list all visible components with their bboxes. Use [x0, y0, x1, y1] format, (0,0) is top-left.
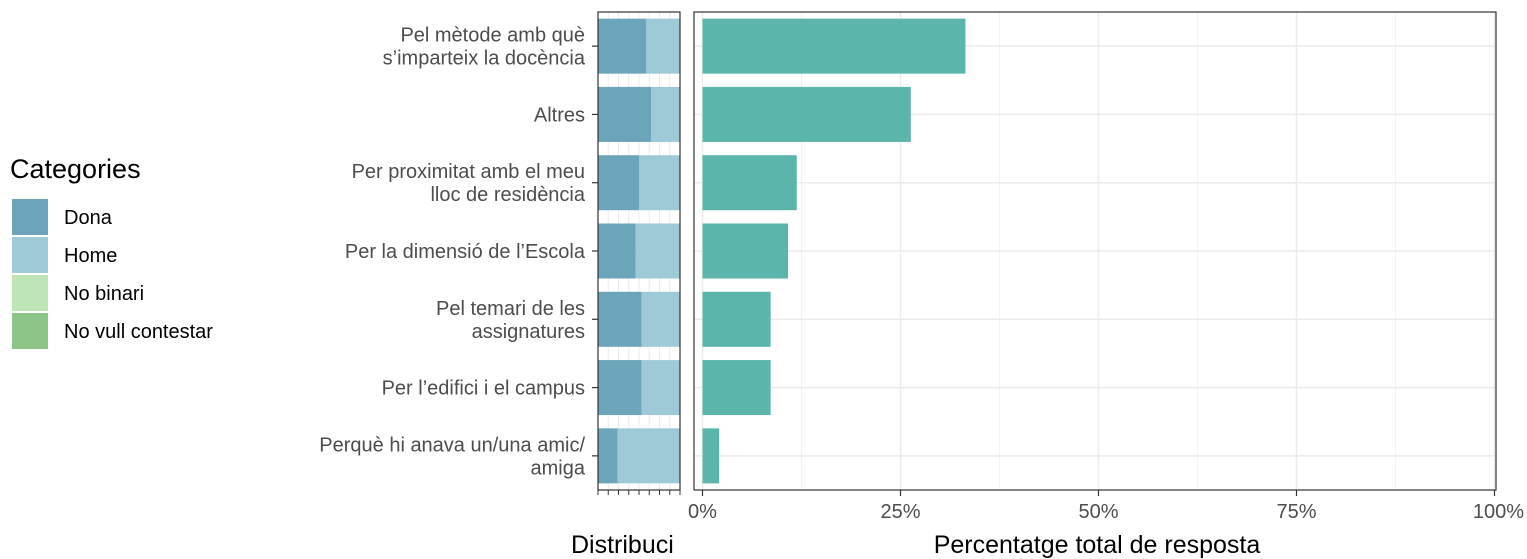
legend-item-label: Home	[64, 245, 117, 267]
total-x-tick-label: 75%	[1276, 501, 1316, 523]
category-label: Per la dimensió de l’Escola	[345, 241, 586, 263]
category-label: assignatures	[472, 321, 585, 343]
category-label: lloc de residència	[430, 184, 585, 206]
category-label: Pel mètode amb què	[400, 25, 585, 47]
distribution-bar-dona	[598, 428, 618, 484]
legend-title: Categories	[10, 154, 141, 184]
distribution-bar-dona	[598, 291, 642, 347]
total-x-tick-label: 0%	[688, 501, 717, 523]
distribution-bar-dona	[598, 18, 647, 74]
legend-swatch-home	[12, 237, 48, 273]
distribution-bar-home	[635, 223, 680, 279]
legend-swatch-no-vull-contestar	[12, 313, 48, 349]
total-bar	[702, 223, 789, 279]
distribution-bar-dona	[598, 86, 652, 142]
legend-swatch-dona	[12, 199, 48, 235]
total-bar	[702, 155, 797, 211]
legend-swatch-no-binari	[12, 275, 48, 311]
distribution-bar-home	[646, 18, 680, 74]
category-label: Per l’edifici i el campus	[382, 378, 585, 400]
category-label: Pel temari de les	[436, 298, 585, 320]
distribution-bar-dona	[598, 155, 639, 211]
distribution-bar-home	[617, 428, 680, 484]
total-bar	[702, 18, 966, 74]
distribution-bar-dona	[598, 360, 642, 416]
category-label: Perquè hi anava un/una amic/	[319, 434, 585, 456]
category-label: Altres	[534, 104, 585, 126]
legend-item-label: Dona	[64, 207, 113, 229]
legend-item-label: No vull contestar	[64, 321, 213, 343]
legend-item-label: No binari	[64, 283, 144, 305]
category-label: s’imparteix la docència	[383, 48, 586, 70]
total-bar	[702, 428, 720, 484]
distribution-bar-dona	[598, 223, 636, 279]
total-bar	[702, 360, 771, 416]
total-x-tick-label: 50%	[1078, 501, 1118, 523]
distribution-bar-home	[641, 291, 680, 347]
total-bar	[702, 291, 771, 347]
distribution-axis-title: Distribuci	[571, 531, 674, 559]
total-axis-title: Percentatge total de resposta	[934, 531, 1261, 559]
total-x-tick-label: 25%	[880, 501, 920, 523]
distribution-bar-home	[651, 86, 680, 142]
distribution-bar-home	[641, 360, 680, 416]
distribution-bar-home	[639, 155, 680, 211]
category-label: amiga	[531, 457, 586, 479]
category-label: Per proximitat amb el meu	[352, 161, 585, 183]
total-panel-border	[693, 11, 1497, 491]
total-x-tick-label: 100%	[1473, 501, 1524, 523]
total-bar	[702, 86, 911, 142]
